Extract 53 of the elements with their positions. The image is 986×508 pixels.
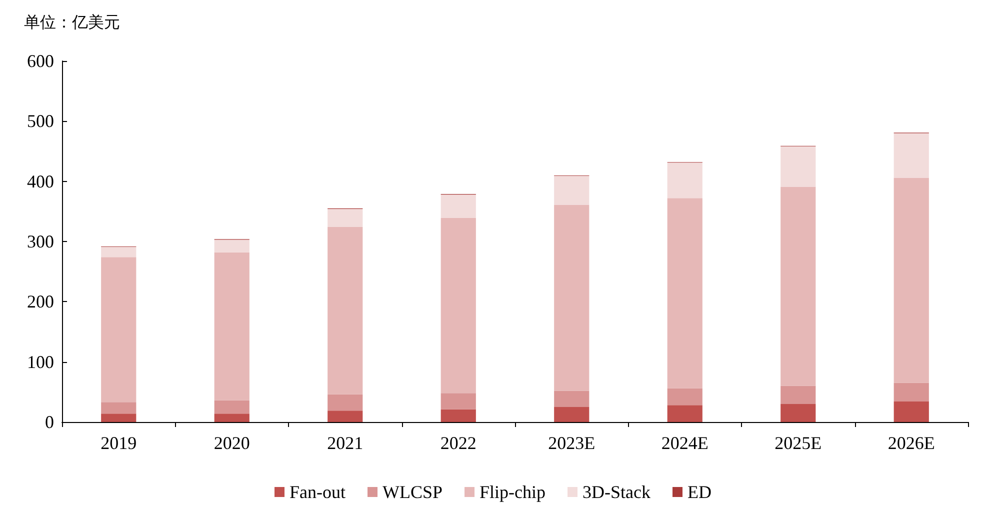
bar bbox=[214, 240, 250, 252]
legend-label: Flip-chip bbox=[480, 482, 546, 502]
x-tick-label: 2020 bbox=[214, 433, 250, 453]
legend-label: WLCSP bbox=[382, 482, 443, 502]
bar bbox=[440, 393, 476, 410]
bar bbox=[214, 414, 250, 422]
bar bbox=[780, 404, 816, 422]
bar bbox=[667, 162, 702, 198]
legend-label: 3D-Stack bbox=[582, 482, 650, 502]
bar bbox=[328, 209, 363, 228]
y-tick-label: 500 bbox=[27, 111, 54, 132]
bar bbox=[440, 409, 476, 422]
bar bbox=[894, 133, 929, 178]
bar bbox=[554, 406, 590, 422]
x-tick-label: 2023E bbox=[548, 433, 596, 453]
x-tick-label: 2024E bbox=[661, 433, 708, 453]
bar bbox=[101, 257, 136, 402]
x-tick-label: 2022 bbox=[440, 433, 476, 453]
bar bbox=[780, 186, 816, 386]
bar bbox=[894, 178, 929, 383]
x-tick-label: 2021 bbox=[327, 433, 364, 453]
bar bbox=[440, 218, 476, 394]
bar bbox=[214, 400, 250, 414]
bar bbox=[440, 194, 476, 218]
y-tick-label: 0 bbox=[45, 412, 54, 432]
bar bbox=[667, 405, 702, 422]
bar bbox=[554, 176, 590, 205]
bar bbox=[328, 410, 363, 422]
bar bbox=[894, 402, 929, 422]
y-tick-label: 400 bbox=[27, 171, 54, 192]
bar bbox=[780, 146, 816, 187]
y-tick-label: 100 bbox=[27, 352, 54, 372]
bar bbox=[554, 390, 590, 407]
bar bbox=[101, 414, 136, 422]
y-axis-title: 单位：亿美元 bbox=[24, 14, 120, 32]
bar bbox=[554, 204, 590, 391]
bar bbox=[101, 402, 136, 414]
bar bbox=[101, 246, 136, 258]
y-tick-label: 300 bbox=[27, 232, 54, 252]
bar bbox=[328, 394, 363, 411]
bar bbox=[667, 388, 702, 406]
y-tick-label: 200 bbox=[27, 292, 54, 312]
x-tick-label: 2026E bbox=[888, 433, 935, 453]
y-tick-label: 600 bbox=[27, 51, 54, 71]
bar bbox=[780, 386, 816, 404]
legend-label: ED bbox=[687, 482, 712, 502]
x-tick-label: 2019 bbox=[100, 433, 137, 453]
bar bbox=[894, 382, 929, 402]
bar bbox=[214, 252, 250, 400]
bar bbox=[667, 198, 702, 388]
legend-label: Fan-out bbox=[290, 482, 346, 502]
bar bbox=[328, 227, 363, 394]
x-tick-label: 2025E bbox=[774, 433, 822, 453]
